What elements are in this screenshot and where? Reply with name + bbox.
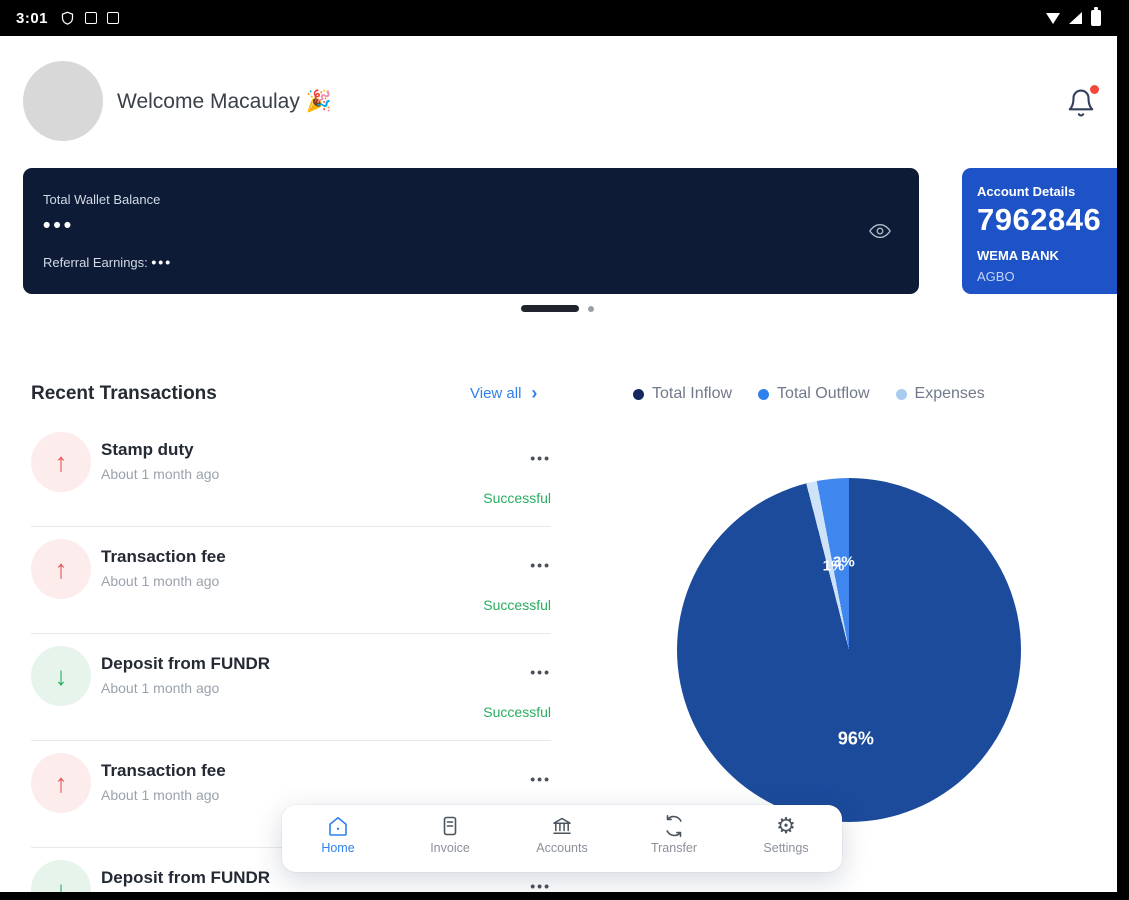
pie-label-expenses: 1%: [822, 557, 845, 575]
transaction-list: ↑ Stamp duty About 1 month ago ••• Succe…: [31, 432, 551, 892]
transaction-row: ↓ Deposit from FUNDR •••: [31, 860, 551, 892]
avatar[interactable]: [23, 61, 103, 141]
wallet-title: Total Wallet Balance: [43, 192, 161, 207]
transaction-row: ↑ Transaction fee About 1 month ago ••• …: [31, 539, 551, 646]
legend-item: Total Inflow: [633, 385, 732, 403]
nav-item-accounts[interactable]: Accounts: [506, 814, 618, 872]
nav-item-home[interactable]: Home: [282, 814, 394, 872]
arrow-up-icon: ↑: [31, 432, 91, 492]
legend-dot-icon: [633, 388, 644, 400]
bank-icon: [553, 817, 571, 835]
pie-chart: 96% 1% 3%: [677, 478, 1021, 822]
sim-icon: [107, 12, 120, 24]
referral-masked: •••: [151, 254, 173, 270]
gear-icon: ⚙: [776, 813, 796, 838]
row-menu-icon[interactable]: •••: [530, 878, 551, 892]
transaction-time: About 1 month ago: [101, 680, 220, 696]
signal-icon: [1069, 12, 1082, 24]
nav-label-invoice: Invoice: [430, 841, 470, 855]
transaction-title: Transaction fee: [101, 547, 226, 566]
referral-label: Referral Earnings:: [43, 255, 148, 270]
view-all-link[interactable]: View all ›: [470, 383, 538, 403]
legend-label: Total Inflow: [652, 385, 733, 402]
arrow-up-icon: ↑: [31, 539, 91, 599]
legend-label: Total Outflow: [777, 385, 870, 402]
wallet-card: Total Wallet Balance ••• Referral Earnin…: [23, 168, 919, 294]
row-divider: [31, 633, 551, 634]
pager-active-indicator: [521, 305, 579, 312]
arrow-down-icon: ↓: [31, 860, 91, 892]
home-icon: [329, 817, 347, 836]
transaction-time: About 1 month ago: [101, 787, 220, 803]
row-menu-icon[interactable]: •••: [530, 664, 551, 680]
transaction-row: ↑ Stamp duty About 1 month ago ••• Succe…: [31, 432, 551, 539]
eye-icon: [869, 223, 891, 239]
pie-label-inflow: 96%: [837, 728, 874, 749]
shield-icon: [61, 11, 74, 25]
view-all-label: View all: [470, 385, 522, 402]
referral-earnings: Referral Earnings: •••: [43, 254, 172, 270]
volume-icon: [1046, 12, 1060, 24]
toggle-balance-button[interactable]: [867, 220, 893, 247]
row-menu-icon[interactable]: •••: [530, 450, 551, 466]
carousel-pager: [521, 305, 594, 312]
transaction-title: Deposit from FUNDR: [101, 654, 271, 673]
transaction-title: Stamp duty: [101, 440, 194, 459]
transfer-icon: [666, 814, 682, 838]
transaction-row: ↓ Deposit from FUNDR About 1 month ago •…: [31, 646, 551, 753]
transaction-status: Successful: [483, 490, 551, 506]
app-screen: Welcome Macaulay 🎉 Total Wallet Balance …: [0, 36, 1117, 892]
chart-legend: Total Inflow Total Outflow Expenses: [633, 385, 985, 403]
nav-item-settings[interactable]: ⚙ Settings: [730, 814, 842, 872]
battery-icon: [1091, 7, 1101, 26]
account-number: 7962846: [977, 202, 1102, 237]
bottom-nav: Home Invoice Accounts Transfer ⚙ Setting…: [282, 805, 842, 872]
transaction-title: Deposit from FUNDR: [101, 868, 271, 887]
nav-label-home: Home: [321, 841, 355, 855]
status-bar: 3:01: [0, 0, 1129, 36]
transaction-time: About 1 month ago: [101, 466, 220, 482]
arrow-up-icon: ↑: [31, 753, 91, 813]
row-divider: [31, 526, 551, 527]
nav-item-invoice[interactable]: Invoice: [394, 814, 506, 872]
status-time: 3:01: [16, 9, 49, 27]
arrow-down-icon: ↓: [31, 646, 91, 706]
nav-item-transfer[interactable]: Transfer: [618, 814, 730, 872]
pager-dot: [588, 305, 594, 312]
chevron-right-icon: ›: [531, 383, 538, 403]
nav-label-settings: Settings: [763, 841, 809, 855]
invoice-icon: [443, 816, 457, 836]
storage-icon: [85, 12, 98, 24]
row-menu-icon[interactable]: •••: [530, 771, 551, 787]
transaction-status: Successful: [483, 597, 551, 613]
account-name: AGBO: [977, 269, 1015, 284]
legend-dot-icon: [895, 388, 907, 400]
row-divider: [31, 740, 551, 741]
account-details-title: Account Details: [977, 184, 1076, 199]
recent-transactions-heading: Recent Transactions: [31, 383, 217, 404]
status-left-icons: [60, 11, 120, 26]
account-details-card: Account Details 7962846 WEMA BANK AGBO: [962, 168, 1117, 294]
legend-item: Total Outflow: [758, 385, 870, 403]
pie-label-outflow: 3%: [832, 553, 855, 571]
transaction-status: Successful: [483, 704, 551, 720]
bell-icon: [1068, 89, 1094, 117]
notification-dot: [1090, 85, 1099, 94]
legend-item: Expenses: [895, 385, 985, 403]
notification-bell-button[interactable]: [1066, 85, 1099, 121]
nav-label-accounts: Accounts: [536, 841, 588, 855]
transaction-row: ↑ Transaction fee About 1 month ago •••: [31, 753, 551, 860]
nav-label-transfer: Transfer: [650, 841, 698, 855]
legend-label: Expenses: [914, 385, 985, 402]
transaction-title: Transaction fee: [101, 761, 226, 780]
bank-name: WEMA BANK: [977, 248, 1059, 263]
wallet-balance-masked: •••: [43, 214, 75, 237]
row-menu-icon[interactable]: •••: [530, 557, 551, 573]
legend-dot-icon: [758, 388, 770, 400]
welcome-text: Welcome Macaulay 🎉: [117, 90, 332, 113]
transaction-time: About 1 month ago: [101, 573, 220, 589]
status-right-icons: [1046, 7, 1101, 26]
